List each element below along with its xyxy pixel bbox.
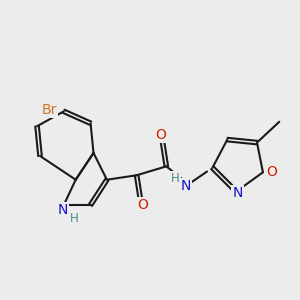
Text: N: N	[232, 186, 243, 200]
Text: Br: Br	[41, 103, 57, 117]
Text: O: O	[137, 198, 148, 212]
Text: O: O	[155, 128, 166, 142]
Text: O: O	[266, 165, 277, 179]
Text: N: N	[57, 203, 68, 217]
Text: H: H	[70, 212, 79, 225]
Text: H: H	[171, 172, 180, 185]
Text: N: N	[181, 179, 191, 193]
